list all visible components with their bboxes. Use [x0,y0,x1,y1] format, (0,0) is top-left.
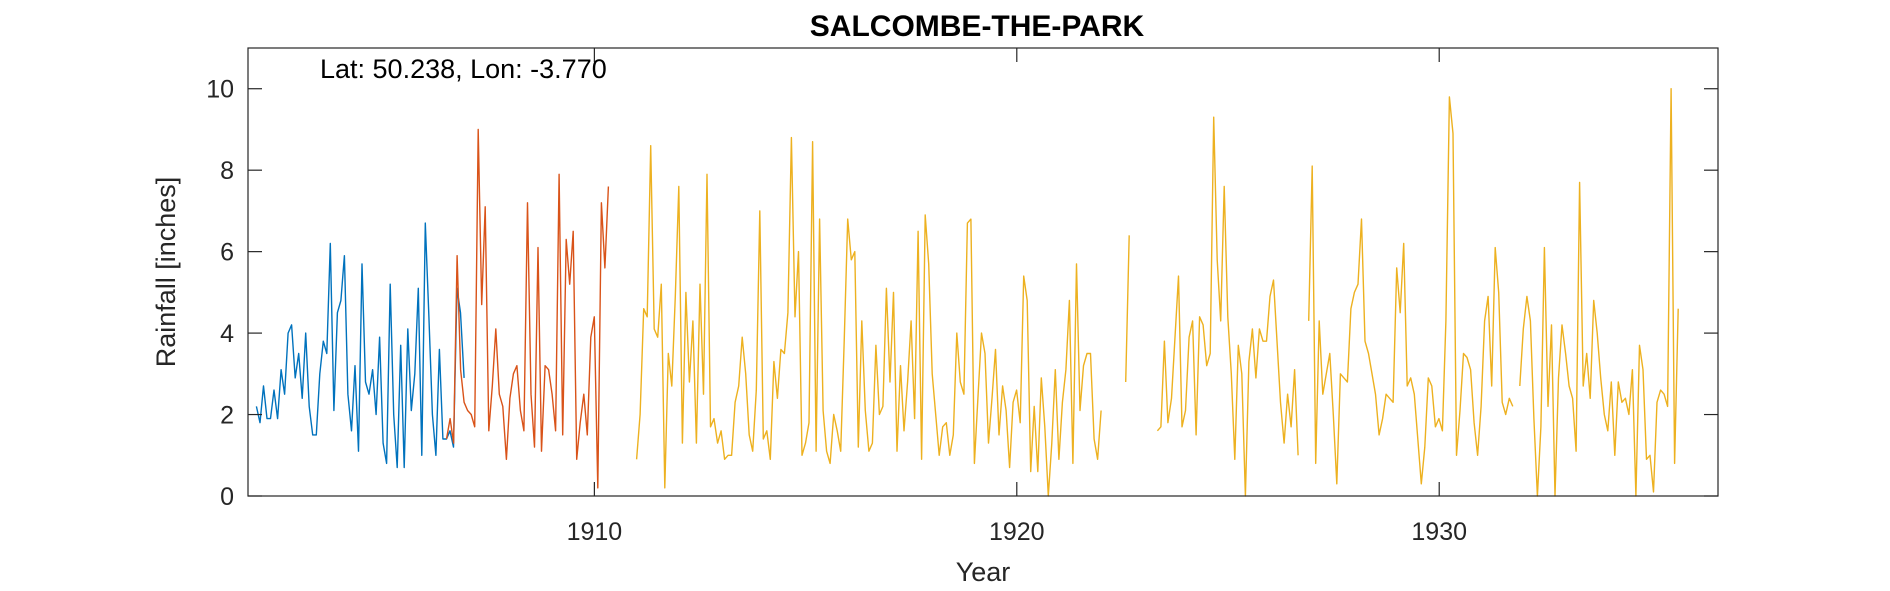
plot-series [255,88,1679,497]
chart-title: SALCOMBE-THE-PARK [810,10,1145,43]
plot-area-border [247,47,1719,497]
x-tick-label: 1930 [1411,518,1467,546]
y-tick-label: 6 [220,239,234,267]
y-tick-label: 0 [220,483,234,511]
series-3-line [635,88,1679,497]
y-axis-title: Rainfall [inches] [151,177,181,368]
y-tick-label: 2 [220,402,234,430]
x-axis-title: Year [956,557,1011,587]
series-2-line [445,128,610,489]
y-tick-label: 8 [220,157,234,185]
y-tick-label: 4 [220,320,234,348]
x-tick-label: 1920 [989,518,1045,546]
y-tick-label: 10 [206,76,234,104]
series-1-line [255,222,465,469]
location-annotation: Lat: 50.238, Lon: -3.770 [320,54,607,84]
tick-marks: 0 2 4 6 8 10 1910 1920 1930 [206,48,1718,546]
axes [247,47,1719,497]
x-tick-label: 1910 [567,518,623,546]
